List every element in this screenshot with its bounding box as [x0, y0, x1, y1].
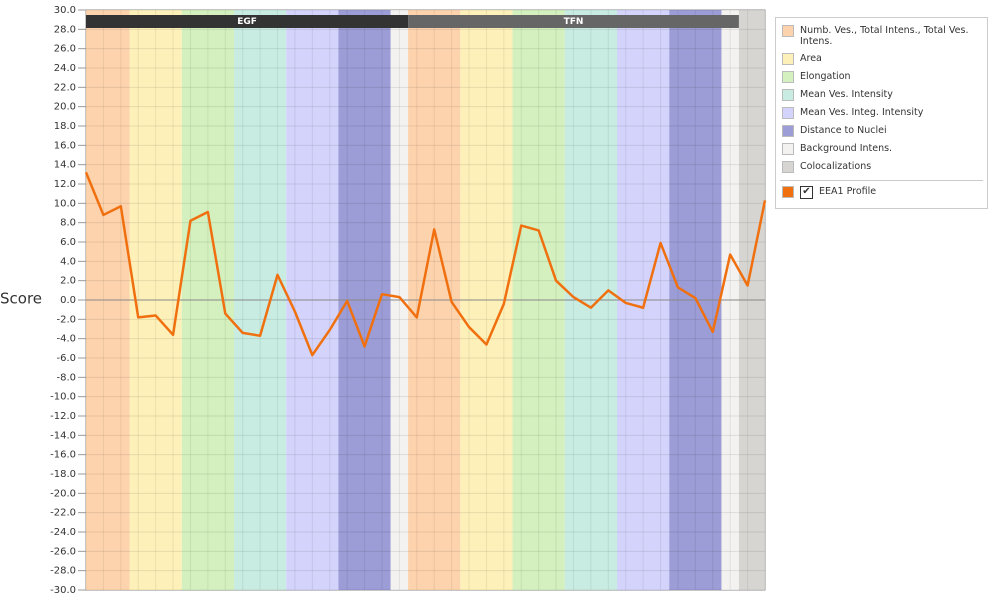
y-tick-label: -6.0 [56, 353, 76, 364]
legend-swatch [782, 107, 794, 119]
legend-swatch [782, 186, 794, 198]
y-tick-label: 6.0 [60, 237, 76, 248]
y-tick-label: 8.0 [60, 218, 76, 229]
legend-swatch [782, 25, 794, 37]
legend-item: Colocalizations [776, 158, 987, 176]
legend-item: Mean Ves. Intensity [776, 86, 987, 104]
legend-item: Mean Ves. Integ. Intensity [776, 104, 987, 122]
legend-label: Mean Ves. Intensity [800, 89, 893, 100]
y-tick-label: 16.0 [54, 140, 76, 151]
legend-separator [780, 180, 983, 181]
legend-swatch [782, 53, 794, 65]
y-tick-label: -26.0 [50, 546, 76, 557]
legend-item: Background Intens. [776, 140, 987, 158]
y-tick-label: -30.0 [50, 585, 76, 596]
legend-item: Elongation [776, 68, 987, 86]
y-tick-label: 2.0 [60, 276, 76, 287]
legend-item: Area [776, 50, 987, 68]
y-tick-label: 14.0 [54, 160, 76, 171]
legend-label: Numb. Ves., Total Intens., Total Ves. In… [800, 25, 969, 47]
legend-swatch [782, 143, 794, 155]
legend-item: Distance to Nuclei [776, 122, 987, 140]
y-axis-label: Score [0, 290, 42, 308]
y-tick-label: 0.0 [60, 295, 76, 306]
legend: Numb. Ves., Total Intens., Total Ves. In… [775, 17, 988, 209]
y-tick-label: -4.0 [56, 334, 76, 345]
y-tick-label: 12.0 [54, 179, 76, 190]
legend-item: ✔ EEA1 Profile [776, 183, 987, 202]
legend-label: EEA1 Profile [819, 186, 877, 197]
chart: Score -30.0 -28.0 -26.0 -24.0 -22.0 -20.0 -18.… [0, 5, 767, 596]
y-tick-label: -20.0 [50, 488, 76, 499]
condition-bar [408, 15, 739, 28]
legend-label: Mean Ves. Integ. Intensity [800, 107, 924, 118]
y-tick-label: -16.0 [50, 450, 76, 461]
y-tick-label: -12.0 [50, 411, 76, 422]
y-tick-label: -8.0 [56, 372, 76, 383]
y-tick-label: 26.0 [54, 44, 76, 55]
y-tick-label: -10.0 [50, 392, 76, 403]
legend-swatch [782, 125, 794, 137]
y-tick-label: -28.0 [50, 566, 76, 577]
y-tick-label: -18.0 [50, 469, 76, 480]
y-tick-label: -22.0 [50, 508, 76, 519]
y-tick-label: 10.0 [54, 198, 76, 209]
legend-swatch [782, 161, 794, 173]
legend-label: Background Intens. [800, 143, 893, 154]
legend-item: Numb. Ves., Total Intens., Total Ves. In… [776, 22, 987, 50]
y-tick-label: 20.0 [54, 102, 76, 113]
legend-label: Elongation [800, 71, 851, 82]
y-tick-label: 4.0 [60, 256, 76, 267]
condition-label: TFN [564, 17, 584, 27]
legend-swatch [782, 89, 794, 101]
y-tick-label: 24.0 [54, 63, 76, 74]
condition-bar [86, 15, 409, 28]
profile-line [84, 171, 767, 357]
y-tick-label: -2.0 [56, 314, 76, 325]
condition-label: EGF [237, 17, 257, 27]
legend-label: Colocalizations [800, 161, 872, 172]
y-tick-label: 18.0 [54, 121, 76, 132]
checkbox[interactable]: ✔ [800, 186, 813, 199]
y-tick-label: 28.0 [54, 24, 76, 35]
y-tick-label: 30.0 [54, 5, 76, 16]
y-tick-label: -24.0 [50, 527, 76, 538]
legend-label: Area [800, 53, 822, 64]
y-tick-label: 22.0 [54, 82, 76, 93]
legend-label: Distance to Nuclei [800, 125, 887, 136]
y-tick-label: -14.0 [50, 430, 76, 441]
legend-swatch [782, 71, 794, 83]
